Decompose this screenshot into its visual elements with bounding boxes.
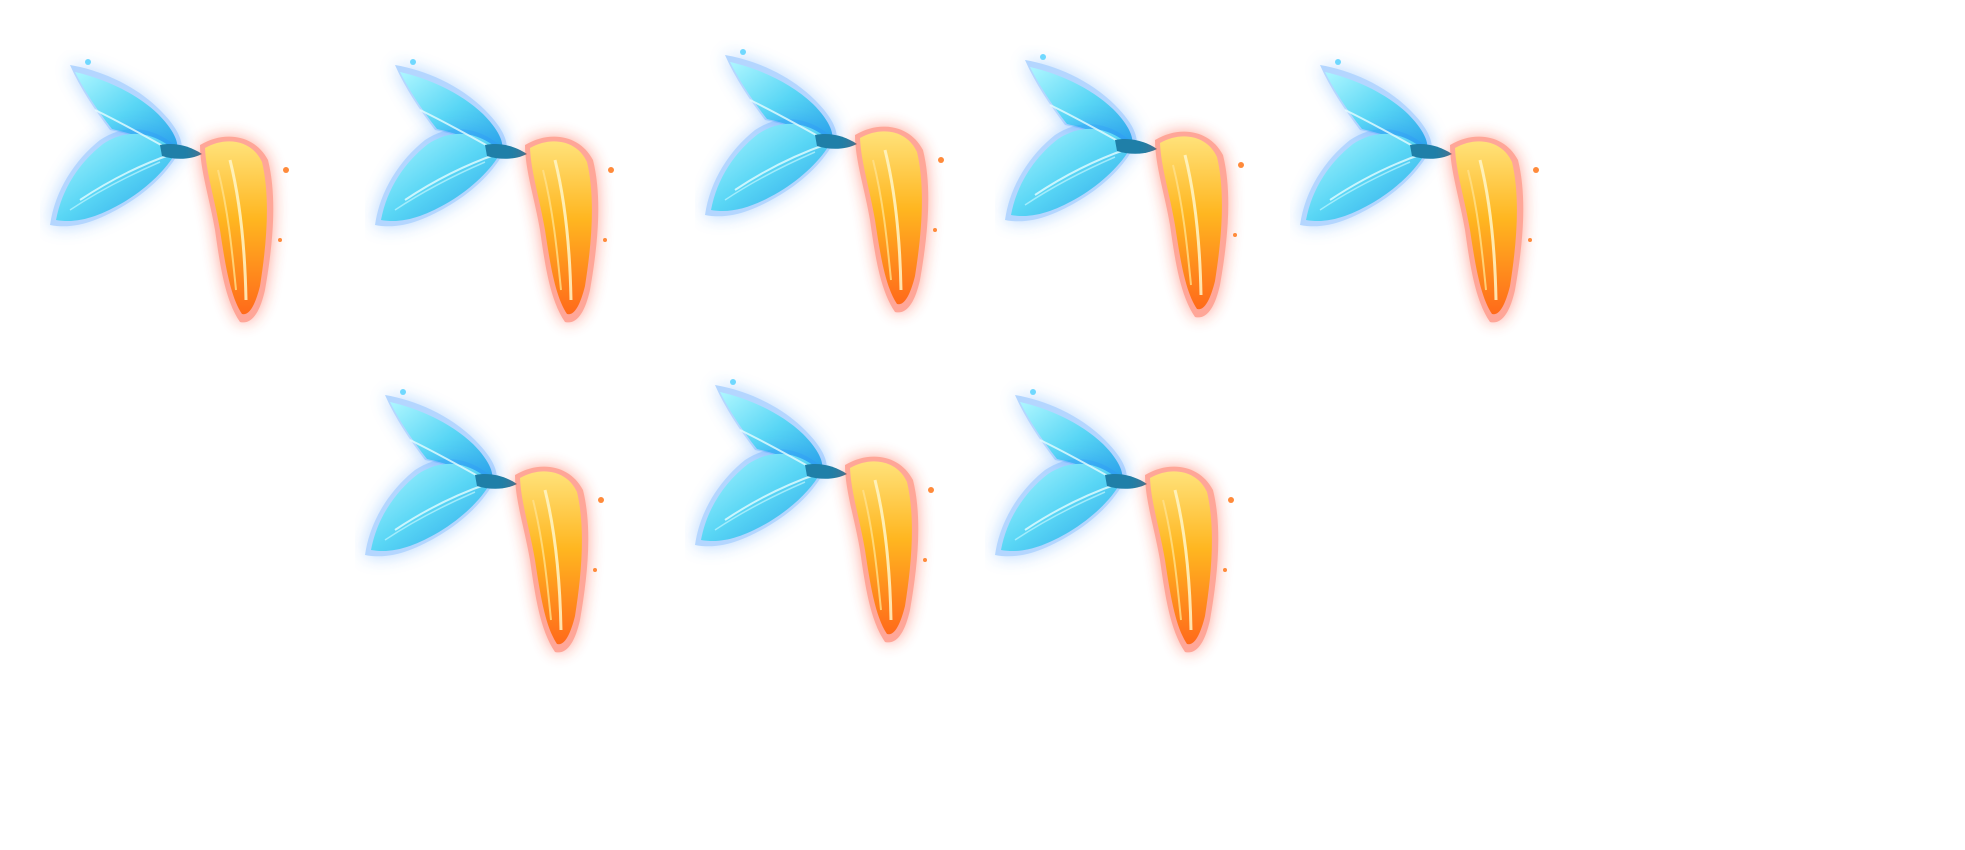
animation-frame-5 — [1290, 30, 1590, 390]
ice-fire-wings-icon — [995, 25, 1295, 385]
animation-frame-4 — [995, 25, 1295, 385]
ice-fire-wings-icon — [1290, 30, 1590, 390]
animation-frame-2 — [365, 30, 665, 390]
ice-fire-wings-icon — [985, 360, 1285, 720]
ice-fire-wings-icon — [695, 20, 995, 380]
animation-frame-8 — [985, 360, 1285, 720]
animation-frame-1 — [40, 30, 340, 390]
animation-frame-7 — [685, 350, 985, 710]
ice-fire-wings-icon — [355, 360, 655, 720]
ice-fire-wings-icon — [365, 30, 665, 390]
animation-frame-6 — [355, 360, 655, 720]
ice-fire-wings-icon — [40, 30, 340, 390]
animation-frame-3 — [695, 20, 995, 380]
ice-fire-wings-icon — [685, 350, 985, 710]
